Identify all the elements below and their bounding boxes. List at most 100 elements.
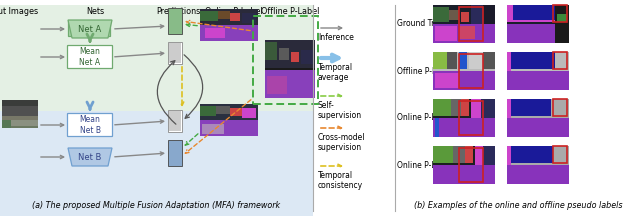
Bar xyxy=(169,43,181,63)
Bar xyxy=(507,146,511,165)
Bar xyxy=(557,14,567,22)
Bar xyxy=(461,12,469,22)
Bar xyxy=(465,146,473,163)
Bar xyxy=(265,70,315,98)
Bar xyxy=(459,52,467,69)
Bar xyxy=(200,120,258,136)
Bar xyxy=(483,5,495,24)
Bar xyxy=(553,5,567,22)
FancyBboxPatch shape xyxy=(67,113,113,137)
Bar xyxy=(433,165,495,184)
Text: (a) The proposed Multiple Fusion Adaptation (MFA) framework: (a) The proposed Multiple Fusion Adaptat… xyxy=(32,201,280,210)
Bar xyxy=(253,16,318,104)
Text: Ground Truth: Ground Truth xyxy=(397,19,447,29)
Bar xyxy=(507,118,569,137)
Text: Self-
supervision: Self- supervision xyxy=(318,101,362,120)
Bar xyxy=(507,99,569,137)
Bar xyxy=(471,99,481,118)
Bar xyxy=(291,52,299,62)
Polygon shape xyxy=(68,20,112,38)
Bar xyxy=(451,99,461,116)
Bar xyxy=(230,108,242,116)
Bar xyxy=(168,42,182,64)
Text: (b) Examples of the online and offline pseudo labels: (b) Examples of the online and offline p… xyxy=(413,201,622,210)
Text: Temporal
consistency: Temporal consistency xyxy=(318,171,363,190)
Bar xyxy=(265,40,315,98)
Text: Online P-Label B: Online P-Label B xyxy=(397,160,460,170)
Text: Online P-Label: Online P-Label xyxy=(205,7,263,16)
Bar xyxy=(435,26,457,41)
Bar xyxy=(433,118,495,137)
Bar xyxy=(471,5,483,24)
Bar xyxy=(2,114,38,120)
Bar xyxy=(459,7,483,41)
Bar xyxy=(513,5,555,20)
Bar xyxy=(433,5,495,43)
Bar xyxy=(459,101,483,135)
Bar xyxy=(453,146,465,163)
Bar xyxy=(507,52,511,71)
Bar xyxy=(507,24,517,43)
Bar xyxy=(2,112,11,128)
Bar xyxy=(205,28,225,38)
Bar xyxy=(2,100,38,128)
Bar xyxy=(469,52,483,69)
Text: Net A: Net A xyxy=(78,24,102,33)
Bar xyxy=(265,40,315,68)
Polygon shape xyxy=(68,148,112,166)
Bar xyxy=(507,146,569,184)
Bar xyxy=(433,52,447,69)
Bar xyxy=(242,108,256,118)
Bar xyxy=(202,124,224,134)
Bar xyxy=(218,11,230,19)
Polygon shape xyxy=(68,21,110,36)
Text: ut Images: ut Images xyxy=(0,7,38,16)
Text: Temporal
average: Temporal average xyxy=(318,63,353,82)
Bar xyxy=(168,140,182,166)
Bar xyxy=(433,71,495,90)
Bar xyxy=(433,5,495,24)
Bar xyxy=(433,146,495,165)
Bar xyxy=(555,5,569,43)
Bar xyxy=(433,146,453,163)
Bar xyxy=(507,71,569,90)
Bar xyxy=(267,76,287,94)
Bar xyxy=(433,52,495,90)
Bar xyxy=(553,146,567,163)
FancyBboxPatch shape xyxy=(67,46,113,68)
Bar xyxy=(433,146,495,184)
Bar xyxy=(301,50,313,64)
Bar xyxy=(507,146,569,165)
Bar xyxy=(230,13,240,21)
Text: Mean
Net A: Mean Net A xyxy=(79,47,100,67)
Bar xyxy=(200,9,258,25)
Bar xyxy=(168,8,182,34)
Bar xyxy=(507,99,569,118)
Bar xyxy=(433,52,495,71)
Bar xyxy=(507,52,569,90)
Bar xyxy=(461,99,469,116)
Bar xyxy=(2,112,38,128)
Text: Predictions: Predictions xyxy=(156,7,200,16)
Bar xyxy=(168,110,182,132)
Bar xyxy=(553,52,567,69)
Bar xyxy=(200,104,258,120)
Bar xyxy=(481,99,495,118)
Bar xyxy=(483,52,495,69)
Bar xyxy=(507,99,511,118)
Bar xyxy=(200,104,258,136)
Bar xyxy=(11,117,38,126)
Bar xyxy=(200,9,258,41)
Bar xyxy=(169,111,181,131)
Bar xyxy=(279,48,289,60)
Bar xyxy=(0,5,313,111)
Text: Nets: Nets xyxy=(86,7,104,16)
Bar xyxy=(200,11,218,21)
Bar xyxy=(483,146,495,165)
Bar xyxy=(507,5,569,24)
Bar xyxy=(449,10,459,20)
Bar xyxy=(447,52,457,69)
Bar xyxy=(433,99,495,137)
Bar xyxy=(459,148,483,182)
Bar xyxy=(433,99,495,118)
